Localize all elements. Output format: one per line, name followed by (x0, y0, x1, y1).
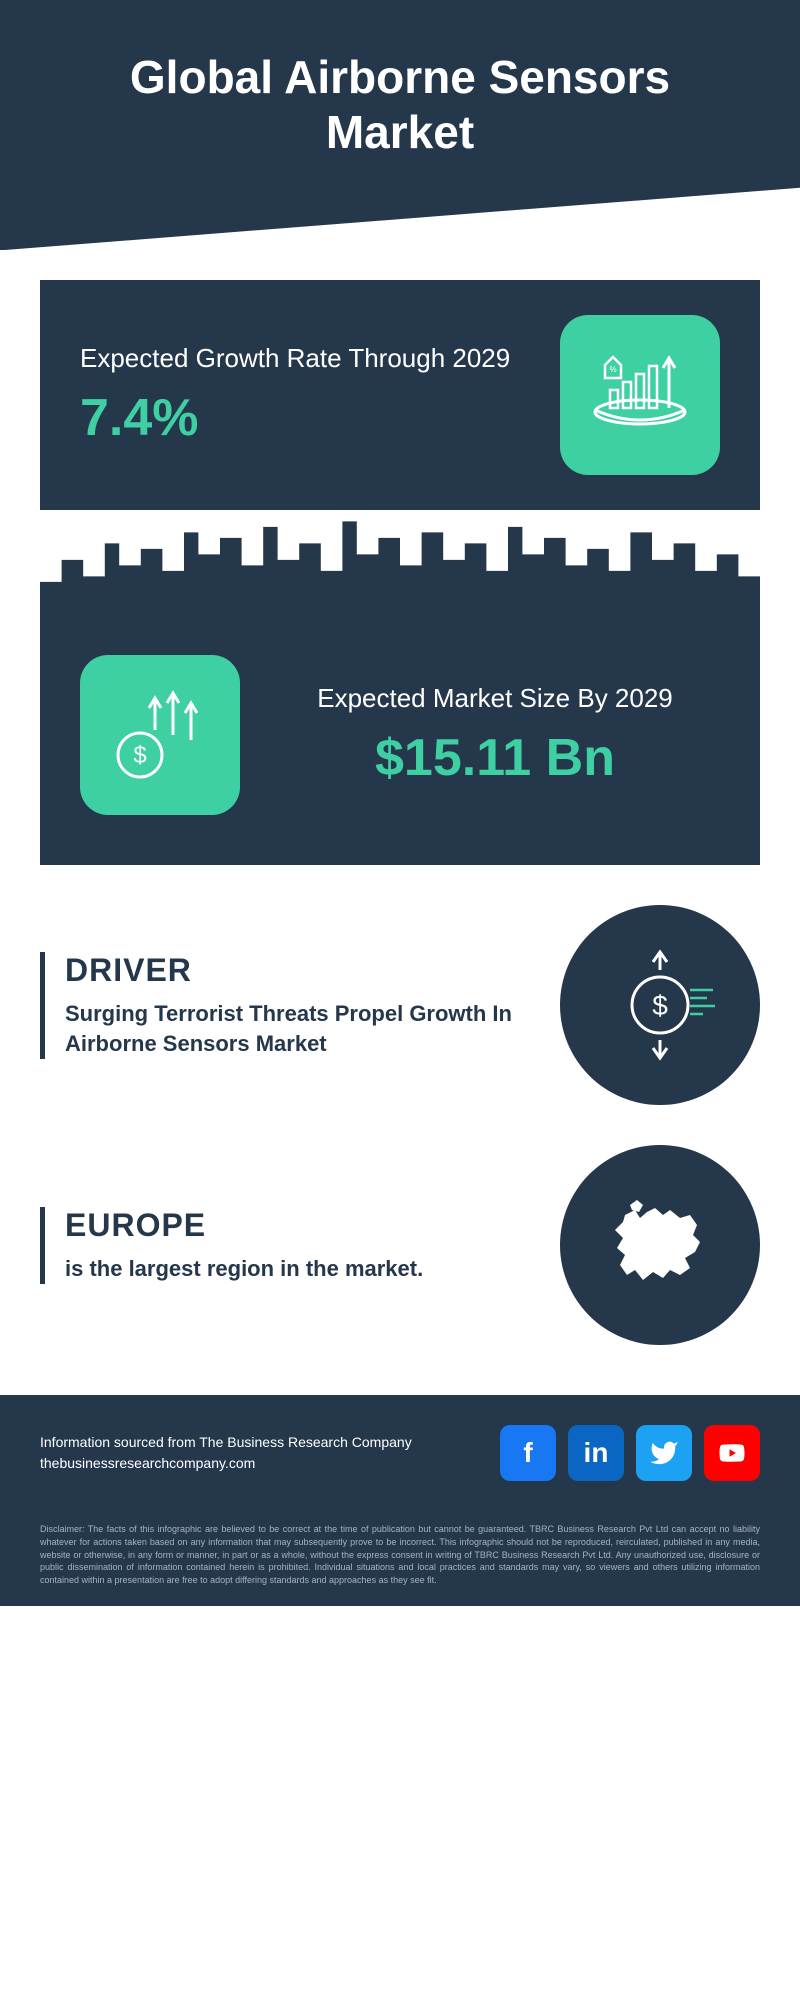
growth-rate-value: 7.4% (80, 388, 560, 448)
source-line-1: Information sourced from The Business Re… (40, 1432, 412, 1453)
page-title: Global Airborne Sensors Market (60, 50, 740, 160)
region-heading: EUROPE (65, 1207, 530, 1244)
market-size-text: Expected Market Size By 2029 $15.11 Bn (270, 682, 720, 788)
market-size-value: $15.11 Bn (270, 728, 720, 788)
driver-heading: DRIVER (65, 952, 530, 989)
facebook-icon[interactable]: f (500, 1425, 556, 1481)
dollar-cycle-icon: $ (560, 905, 760, 1105)
skyline-divider (40, 510, 760, 620)
linkedin-icon[interactable]: in (568, 1425, 624, 1481)
disclaimer-text: Disclaimer: The facts of this infographi… (0, 1511, 800, 1606)
growth-chart-icon: % (560, 315, 720, 475)
footer-bar: Information sourced from The Business Re… (0, 1395, 800, 1511)
social-icons: f in (500, 1425, 760, 1481)
region-text: EUROPE is the largest region in the mark… (40, 1207, 530, 1284)
youtube-icon[interactable] (704, 1425, 760, 1481)
footer-source: Information sourced from The Business Re… (40, 1432, 412, 1474)
growth-rate-label: Expected Growth Rate Through 2029 (80, 342, 560, 376)
growth-rate-text: Expected Growth Rate Through 2029 7.4% (80, 342, 560, 448)
twitter-icon[interactable] (636, 1425, 692, 1481)
source-line-2: thebusinessresearchcompany.com (40, 1453, 412, 1474)
city-skyline-icon (40, 510, 760, 620)
dollar-growth-icon: $ (80, 655, 240, 815)
svg-text:$: $ (652, 990, 668, 1021)
driver-section: DRIVER Surging Terrorist Threats Propel … (40, 905, 760, 1105)
region-body: is the largest region in the market. (65, 1254, 530, 1284)
svg-text:%: % (609, 365, 616, 374)
svg-text:$: $ (133, 742, 146, 769)
europe-map-icon (560, 1145, 760, 1345)
driver-body: Surging Terrorist Threats Propel Growth … (65, 999, 530, 1058)
growth-rate-card: Expected Growth Rate Through 2029 7.4% % (40, 280, 760, 510)
market-size-label: Expected Market Size By 2029 (270, 682, 720, 716)
market-size-card: $ Expected Market Size By 2029 $15.11 Bn (40, 620, 760, 865)
region-section: EUROPE is the largest region in the mark… (40, 1145, 760, 1345)
driver-text: DRIVER Surging Terrorist Threats Propel … (40, 952, 530, 1058)
header-banner: Global Airborne Sensors Market (0, 0, 800, 250)
